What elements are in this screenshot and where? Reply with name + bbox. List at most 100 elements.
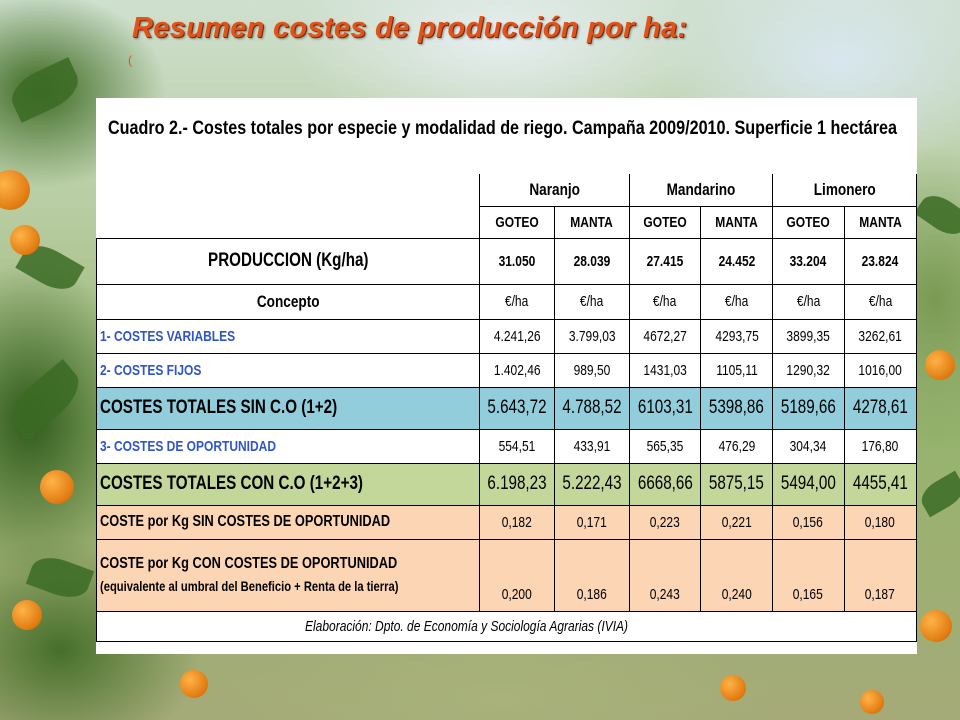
- orange-fruit: [10, 225, 40, 255]
- table-cell: 33.204: [771, 237, 845, 285]
- table-cell: 6668,66: [628, 462, 702, 506]
- table-cell: 3262,61: [843, 318, 918, 354]
- table-row-costes-fijos: 2- COSTES FIJOS 1.402,46 989,50 1431,03 …: [96, 352, 918, 388]
- table-cell: 6.198,23: [478, 462, 555, 506]
- table-cell: 3.799,03: [553, 318, 630, 354]
- table-cell: 0,187: [843, 538, 918, 612]
- table-footnote: Elaboración: Dpto. de Economía y Sociolo…: [96, 610, 917, 642]
- leaf-shape: [916, 470, 960, 518]
- table-row-costes-oportunidad: 3- COSTES DE OPORTUNIDAD 554,51 433,91 5…: [96, 428, 918, 464]
- table-cell: 5.222,43: [553, 462, 630, 506]
- table-cell: 5189,66: [771, 386, 845, 430]
- table-cell: 4.788,52: [553, 386, 630, 430]
- slide-title: Resumen costes de producción por ha:: [132, 12, 688, 44]
- table-cell: 23.824: [843, 237, 918, 285]
- table-cell: 0,182: [478, 504, 555, 540]
- table-cell: 24.452: [700, 237, 773, 285]
- table-cell: 476,29: [700, 428, 773, 464]
- row-label: 1- COSTES VARIABLES: [96, 318, 480, 354]
- table-cell: 31.050: [478, 237, 555, 285]
- table-cell: €/ha: [843, 283, 918, 320]
- table-cell: 433,91: [553, 428, 630, 464]
- table-cell: 0,171: [553, 504, 630, 540]
- table-cell: 0,180: [843, 504, 918, 540]
- table-cell: 4293,75: [700, 318, 773, 354]
- table-cell: 1016,00: [843, 352, 918, 388]
- table-cell: 4672,27: [628, 318, 702, 354]
- table-cell: 0,186: [553, 538, 630, 612]
- row-label: COSTES TOTALES SIN C.O (1+2): [96, 386, 480, 430]
- table-cell: 5875,15: [700, 462, 773, 506]
- row-label: COSTES TOTALES CON C.O (1+2+3): [96, 462, 480, 506]
- table-cell: 5398,86: [700, 386, 773, 430]
- orange-fruit: [40, 470, 74, 504]
- orange-fruit: [0, 170, 30, 210]
- table-cell: 989,50: [553, 352, 630, 388]
- table-cell: 1431,03: [628, 352, 702, 388]
- table-cell: 0,243: [628, 538, 702, 612]
- table-row-totales-con-co: COSTES TOTALES CON C.O (1+2+3) 6.198,23 …: [96, 462, 918, 506]
- table-cell: 0,200: [478, 538, 555, 612]
- table-cell: 0,156: [771, 504, 845, 540]
- table-row-concepto: Concepto €/ha €/ha €/ha €/ha €/ha €/ha: [96, 283, 918, 320]
- species-header-naranjo: Naranjo: [478, 174, 630, 206]
- orange-fruit: [925, 350, 955, 380]
- table-row-totales-sin-co: COSTES TOTALES SIN C.O (1+2) 5.643,72 4.…: [96, 386, 918, 430]
- method-header: GOTEO: [628, 205, 702, 239]
- species-header-row: Naranjo Mandarino Limonero: [97, 174, 918, 206]
- orange-fruit: [720, 675, 746, 701]
- species-header-mandarino: Mandarino: [628, 174, 773, 206]
- orange-fruit: [12, 600, 42, 630]
- orange-fruit: [180, 670, 208, 698]
- table-cell: 1105,11: [700, 352, 773, 388]
- table-cell: 4.241,26: [478, 318, 555, 354]
- title-mark: (: [128, 53, 132, 67]
- table-cell: 6103,31: [628, 386, 702, 430]
- row-label: PRODUCCION (Kg/ha): [96, 237, 480, 285]
- row-label: 3- COSTES DE OPORTUNIDAD: [96, 428, 480, 464]
- table-cell: €/ha: [700, 283, 773, 320]
- table-cell: 5494,00: [771, 462, 845, 506]
- table-cell: €/ha: [478, 283, 555, 320]
- table-row-costes-variables: 1- COSTES VARIABLES 4.241,26 3.799,03 46…: [96, 318, 918, 354]
- table-cell: 28.039: [553, 237, 630, 285]
- table-cell: 176,80: [843, 428, 918, 464]
- table-cell: 1.402,46: [478, 352, 555, 388]
- method-header: MANTA: [700, 205, 773, 239]
- table-cell: 0,223: [628, 504, 702, 540]
- row-label: COSTE por Kg SIN COSTES DE OPORTUNIDAD: [96, 504, 480, 540]
- table-cell: 5.643,72: [478, 386, 555, 430]
- method-header: GOTEO: [478, 205, 555, 239]
- table-footnote-row: Elaboración: Dpto. de Economía y Sociolo…: [96, 610, 917, 642]
- row-label: 2- COSTES FIJOS: [96, 352, 480, 388]
- table-cell: 4278,61: [843, 386, 918, 430]
- table-cell: €/ha: [553, 283, 630, 320]
- table-cell: 3899,35: [771, 318, 845, 354]
- cost-table: Naranjo Mandarino Limonero GOTEO MANTA G…: [96, 174, 918, 642]
- leaf-shape: [25, 550, 95, 605]
- cost-table-panel: Cuadro 2.- Costes totales por especie y …: [96, 98, 918, 654]
- table-caption: Cuadro 2.- Costes totales por especie y …: [108, 118, 897, 139]
- table-cell: 1290,32: [771, 352, 845, 388]
- leaf-shape: [913, 188, 960, 242]
- method-header: MANTA: [553, 205, 630, 239]
- orange-fruit: [920, 610, 952, 642]
- row-label: Concepto: [96, 283, 480, 320]
- table-cell: 0,240: [700, 538, 773, 612]
- table-cell: 565,35: [628, 428, 702, 464]
- table-row-coste-kg-sin-co: COSTE por Kg SIN COSTES DE OPORTUNIDAD 0…: [96, 504, 918, 540]
- table-cell: €/ha: [771, 283, 845, 320]
- table-cell: 4455,41: [843, 462, 918, 506]
- leaf-shape: [4, 57, 86, 123]
- orange-fruit: [860, 690, 884, 714]
- table-cell: 0,165: [771, 538, 845, 612]
- row-label: COSTE por Kg CON COSTES DE OPORTUNIDAD (…: [96, 538, 480, 612]
- table-cell: €/ha: [628, 283, 702, 320]
- method-header-row: GOTEO MANTA GOTEO MANTA GOTEO MANTA: [97, 205, 918, 239]
- table-cell: 27.415: [628, 237, 702, 285]
- table-row-produccion: PRODUCCION (Kg/ha) 31.050 28.039 27.415 …: [96, 237, 918, 285]
- table-cell: 0,221: [700, 504, 773, 540]
- table-cell: 554,51: [478, 428, 555, 464]
- species-header-limonero: Limonero: [771, 174, 918, 206]
- leaf-shape: [1, 358, 89, 442]
